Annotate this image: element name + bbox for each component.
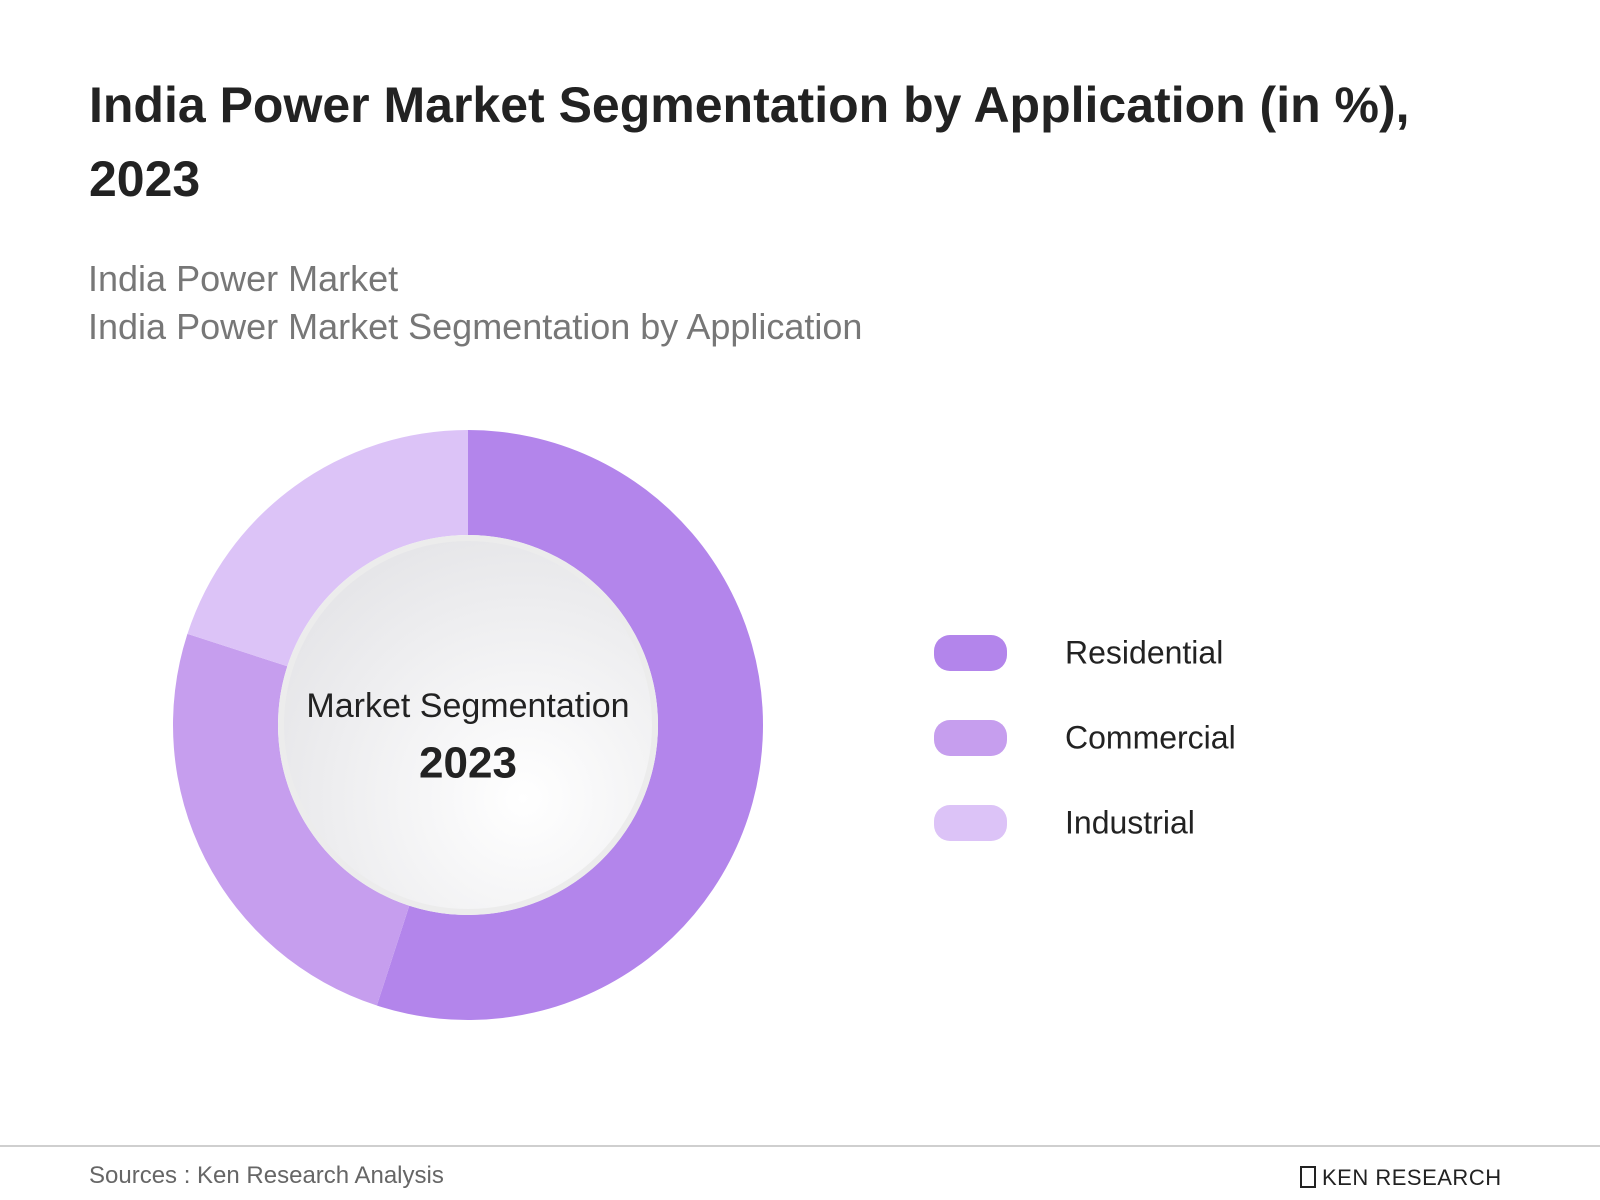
- brand: KEN RESEARCH: [1322, 1165, 1502, 1190]
- legend-swatch: [934, 635, 1007, 671]
- donut-slice: [376, 430, 764, 1020]
- center-year: 2023: [419, 739, 517, 788]
- center-label: Market Segmentation: [306, 687, 629, 725]
- footer-rule: [0, 1145, 1600, 1147]
- legend-swatch: [934, 720, 1007, 756]
- legend-swatch: [934, 805, 1007, 841]
- legend-label: Residential: [1065, 634, 1223, 670]
- legend-label: Commercial: [1065, 719, 1236, 755]
- legend-label: Industrial: [1065, 804, 1195, 840]
- subtitle: India Power Market: [88, 258, 399, 299]
- donut-slice: [187, 430, 468, 667]
- subtitle: India Power Market Segmentation by Appli…: [88, 306, 863, 347]
- donut-hole: [284, 541, 652, 909]
- chart-title: India Power Market Segmentation by Appli…: [89, 77, 1410, 207]
- brand-icon: [1300, 1166, 1316, 1188]
- source: Sources : Ken Research Analysis: [89, 1162, 444, 1189]
- donut-slice: [173, 633, 410, 1006]
